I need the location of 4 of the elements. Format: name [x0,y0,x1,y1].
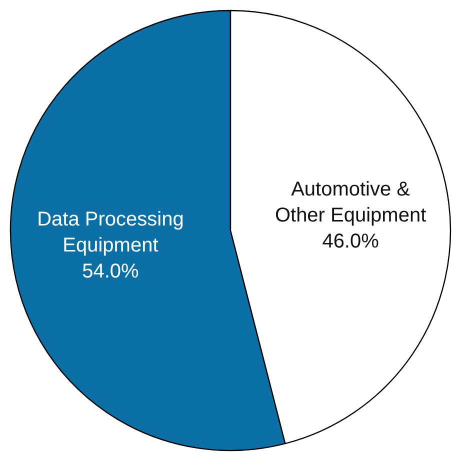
data-label: 54.0% [82,260,140,283]
slice-label: Automotive & Other Equipment [274,178,427,226]
data-label: 46.0% [322,230,380,252]
slice-label: Data Processing Equipment [37,208,184,257]
